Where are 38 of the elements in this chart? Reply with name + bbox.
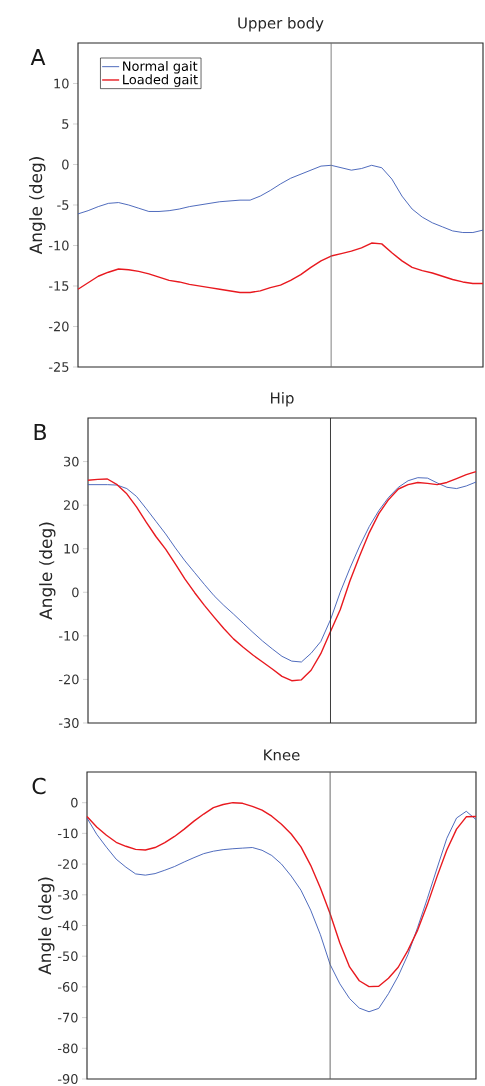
line-series: [86, 801, 477, 988]
y-tick-label: -10: [48, 240, 69, 251]
line-series: [86, 810, 477, 1013]
y-tick-label: -10: [57, 828, 78, 839]
y-tick-label: -70: [57, 1012, 78, 1023]
legend-label: Normal gait: [123, 61, 198, 74]
y-axis-title: Angle (deg): [38, 877, 55, 975]
y-axis-title: Angle (deg): [29, 157, 46, 255]
y-tick-label: -15: [48, 281, 69, 291]
text: C: [32, 777, 46, 795]
chart-title: Knee: [264, 749, 300, 761]
y-tick-label: -20: [48, 321, 69, 332]
y-tick-label: -20: [57, 859, 78, 869]
y-tick-label: 0: [72, 587, 79, 598]
y-tick-label: 10: [54, 78, 69, 89]
chart-title: Upper body: [238, 17, 324, 32]
y-tick-label: -30: [57, 889, 78, 900]
y-tick-label: -40: [57, 920, 78, 931]
legend-label: Loaded gait: [123, 74, 198, 87]
y-tick-label: 20: [63, 500, 79, 511]
y-tick-label: -50: [57, 951, 78, 962]
y-tick-label: 5: [62, 119, 69, 129]
y-tick-label: -90: [57, 1074, 78, 1084]
y-tick-label: 30: [63, 456, 79, 467]
y-tick-label: 10: [64, 543, 79, 554]
y-tick-label: -5: [57, 200, 69, 210]
y-tick-label: -20: [58, 674, 79, 685]
y-tick-label: -80: [57, 1043, 78, 1054]
y-tick-label: 0: [62, 159, 69, 170]
y-tick-label: -25: [48, 362, 69, 372]
y-tick-label: -10: [58, 630, 79, 641]
chart-title: Hip: [271, 392, 294, 407]
text: B: [34, 423, 46, 440]
y-tick-label: -30: [58, 718, 79, 728]
y-tick-label: -60: [57, 981, 78, 992]
text: A: [30, 48, 46, 65]
y-axis-title: Angle (deg): [39, 522, 56, 620]
y-tick-label: 0: [71, 797, 78, 808]
